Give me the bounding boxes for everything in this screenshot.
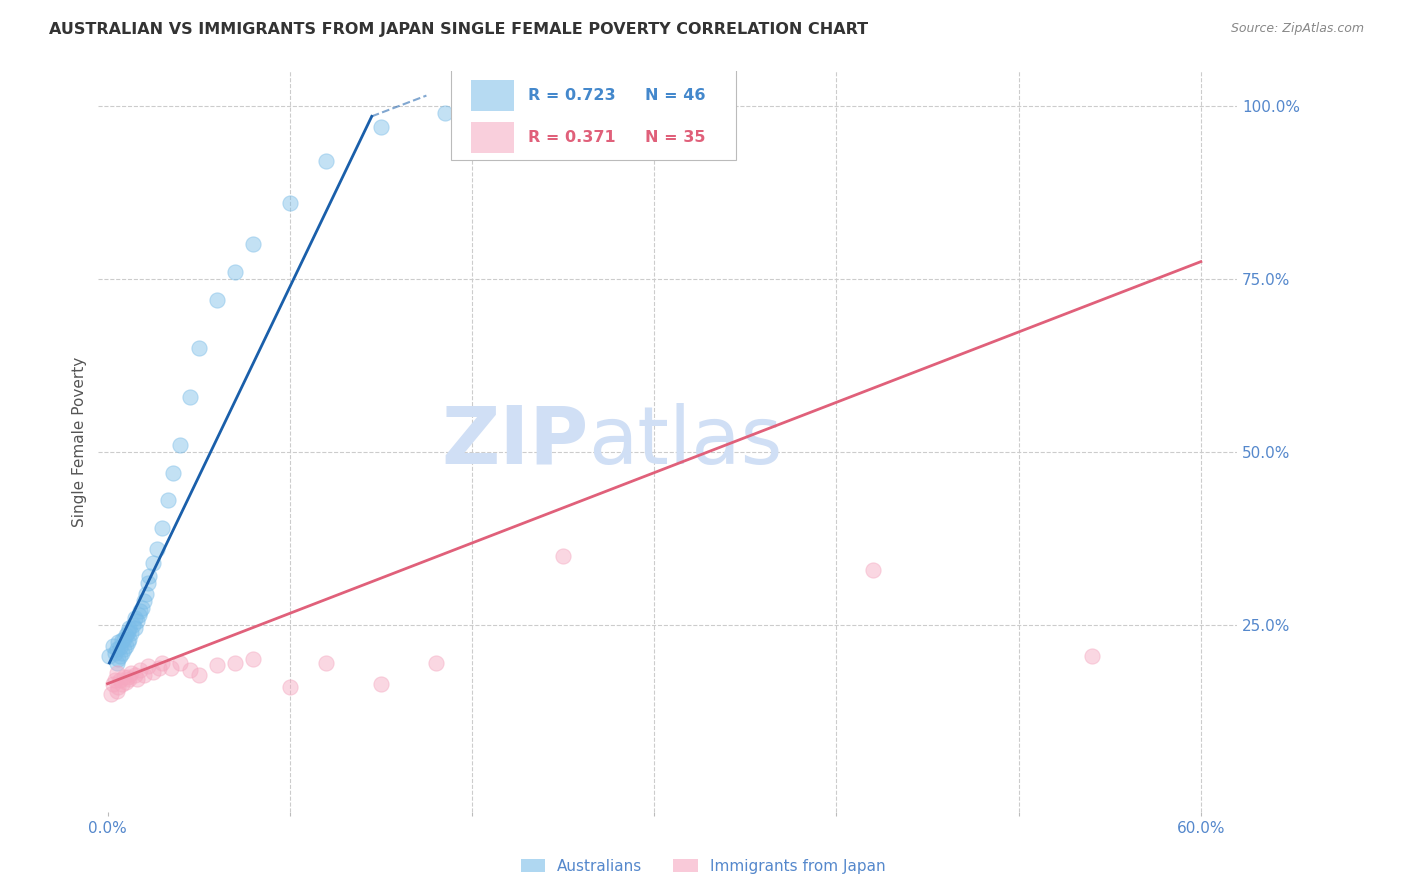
Point xyxy=(129,663,152,677)
Point xyxy=(370,676,392,690)
Point xyxy=(114,674,136,689)
Point xyxy=(135,587,157,601)
Point xyxy=(111,646,134,660)
Point xyxy=(131,600,153,615)
Point xyxy=(101,676,124,690)
Point xyxy=(242,237,264,252)
Text: R = 0.371: R = 0.371 xyxy=(527,130,616,145)
Text: N = 46: N = 46 xyxy=(645,87,706,103)
Point xyxy=(105,656,128,670)
Point xyxy=(315,154,337,169)
Point xyxy=(120,666,142,681)
Point xyxy=(107,635,129,649)
Bar xyxy=(471,79,515,111)
Point xyxy=(138,569,160,583)
Point xyxy=(114,628,136,642)
Legend: Australians, Immigrants from Japan: Australians, Immigrants from Japan xyxy=(515,853,891,880)
Point xyxy=(150,521,173,535)
Point xyxy=(169,438,191,452)
Point xyxy=(100,687,122,701)
Point xyxy=(425,656,447,670)
Point xyxy=(101,639,124,653)
Point xyxy=(124,621,146,635)
Point xyxy=(122,618,145,632)
Point xyxy=(862,563,884,577)
Point xyxy=(117,670,139,684)
Point xyxy=(205,293,228,307)
Point xyxy=(112,642,135,657)
Point xyxy=(124,611,146,625)
Text: AUSTRALIAN VS IMMIGRANTS FROM JAPAN SINGLE FEMALE POVERTY CORRELATION CHART: AUSTRALIAN VS IMMIGRANTS FROM JAPAN SING… xyxy=(49,22,869,37)
Point xyxy=(125,672,148,686)
Point xyxy=(132,593,155,607)
Point xyxy=(205,658,228,673)
Text: N = 35: N = 35 xyxy=(645,130,706,145)
Point xyxy=(105,666,128,681)
Point xyxy=(315,656,337,670)
Point xyxy=(148,661,170,675)
Point xyxy=(125,615,148,629)
Point xyxy=(114,639,136,653)
Point xyxy=(117,635,139,649)
Point xyxy=(224,265,246,279)
Point xyxy=(433,106,456,120)
Point xyxy=(117,624,139,639)
Point xyxy=(110,673,132,688)
Point xyxy=(162,466,184,480)
Point xyxy=(187,667,209,681)
Point xyxy=(118,672,141,686)
Point xyxy=(107,652,129,666)
Point xyxy=(160,661,183,675)
Point xyxy=(278,195,301,210)
Point xyxy=(107,680,129,694)
Point xyxy=(111,633,134,648)
Point xyxy=(136,659,159,673)
Point xyxy=(112,670,135,684)
Point xyxy=(156,493,179,508)
Point xyxy=(551,549,574,563)
Point xyxy=(111,676,134,690)
Point xyxy=(105,683,128,698)
Point xyxy=(136,576,159,591)
Point xyxy=(104,646,127,660)
Point xyxy=(110,648,132,663)
Point xyxy=(105,642,128,657)
Point xyxy=(150,656,173,670)
Point xyxy=(278,680,301,694)
Point xyxy=(145,541,167,556)
Y-axis label: Single Female Poverty: Single Female Poverty xyxy=(72,357,87,526)
Point xyxy=(1080,648,1102,663)
Point xyxy=(128,607,150,622)
Text: atlas: atlas xyxy=(588,402,783,481)
Point xyxy=(120,626,142,640)
Text: R = 0.723: R = 0.723 xyxy=(527,87,616,103)
Point xyxy=(129,604,152,618)
Point xyxy=(142,556,165,570)
Point xyxy=(179,390,201,404)
Point xyxy=(104,673,127,688)
Point xyxy=(370,120,392,134)
Point xyxy=(187,341,209,355)
Point xyxy=(132,667,155,681)
Text: Source: ZipAtlas.com: Source: ZipAtlas.com xyxy=(1230,22,1364,36)
Text: ZIP: ZIP xyxy=(441,402,588,481)
Bar xyxy=(471,122,515,153)
Point xyxy=(242,652,264,666)
Point xyxy=(224,656,246,670)
Point xyxy=(98,648,121,663)
Point xyxy=(169,656,191,670)
Point xyxy=(112,632,135,646)
Point xyxy=(110,640,132,654)
Point xyxy=(118,632,141,646)
FancyBboxPatch shape xyxy=(451,68,737,161)
Point xyxy=(142,665,165,679)
Point xyxy=(124,667,146,681)
Point xyxy=(179,663,201,677)
Point xyxy=(118,621,141,635)
